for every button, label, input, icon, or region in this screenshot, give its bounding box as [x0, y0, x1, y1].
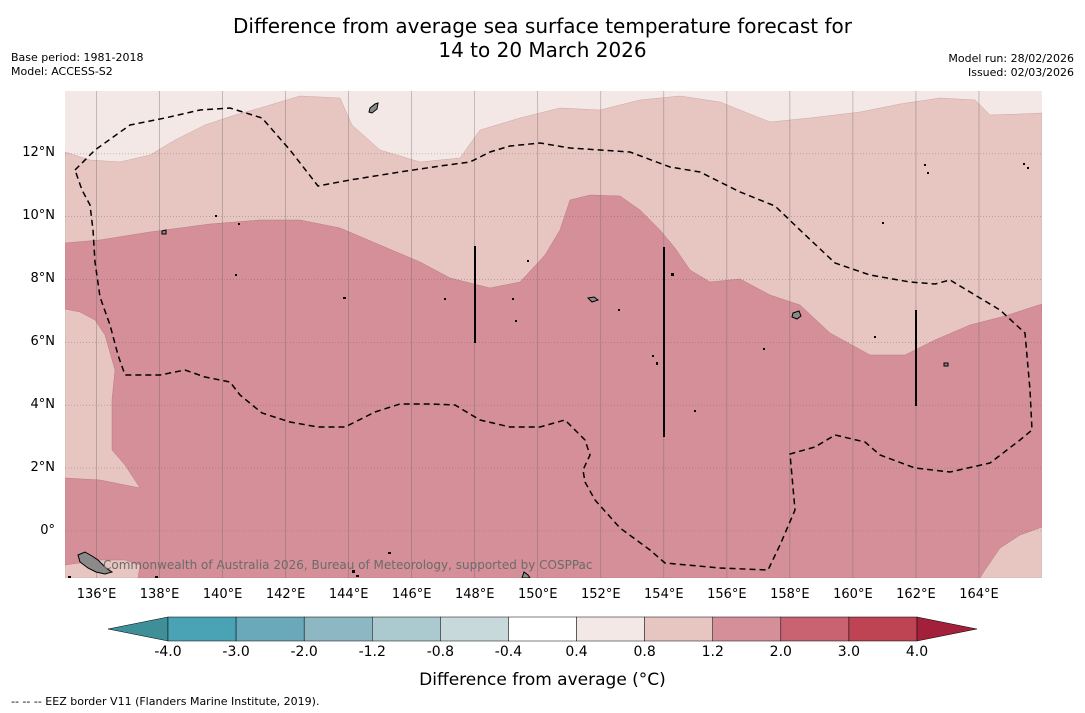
lon-label: 136°E: [76, 587, 117, 602]
colorbar-swatch: [508, 616, 577, 642]
lat-label: 0°: [40, 523, 55, 538]
lon-label: 146°E: [391, 587, 432, 602]
colorbar-swatch: [167, 616, 237, 642]
colorbar-swatch: [712, 616, 782, 642]
colorbar-tick: 4.0: [905, 644, 929, 660]
lon-label: 142°E: [265, 587, 306, 602]
colorbar-tick: -3.0: [222, 644, 250, 660]
lat-label: 2°N: [30, 460, 56, 475]
island-pohnpei: [791, 310, 802, 320]
colorbar-tick: -2.0: [290, 644, 318, 660]
colorbar-title: Difference from average (°C): [419, 670, 666, 690]
colorbar-tick: -4.0: [154, 644, 182, 660]
lon-label: 160°E: [833, 587, 873, 602]
model-name: Model: ACCESS-S2: [11, 65, 113, 78]
colorbar-extend-high: [916, 616, 978, 642]
copyright-notice: Commonwealth of Australia 2026, Bureau o…: [103, 558, 593, 572]
model-run-date: Model run: 28/02/2026: [948, 52, 1074, 65]
colorbar-tick: 0.4: [565, 644, 588, 660]
issued-date: Issued: 02/03/2026: [967, 66, 1074, 79]
island-yap: [161, 229, 167, 235]
graticule: [65, 91, 1042, 578]
colorbar-extend-low: [107, 616, 169, 642]
run-info: Model run: 28/02/2026 Issued: 02/03/2026: [948, 52, 1074, 80]
colorbar-tick: -0.8: [426, 644, 455, 660]
lon-label: 162°E: [896, 587, 936, 602]
lon-label: 152°E: [581, 587, 621, 602]
lat-label: 10°N: [22, 208, 55, 223]
colorbar-swatch: [303, 616, 373, 642]
lat-label: 6°N: [30, 334, 56, 349]
colorbar-tick: 2.0: [769, 644, 792, 660]
island-palau: [77, 551, 114, 575]
island-new-guinea-coast: [521, 571, 531, 578]
base-info: Base period: 1981-2018 Model: ACCESS-S2: [11, 51, 143, 79]
eez-footnote: -- -- -- EEZ border V11 (Flanders Marine…: [11, 695, 320, 708]
island-guam: [368, 102, 379, 114]
lon-label: 158°E: [770, 587, 810, 602]
lon-label: 148°E: [454, 587, 495, 602]
lon-label: 140°E: [202, 587, 243, 602]
band-1-2-to-2-0: [65, 194, 1042, 578]
colorbar-swatch: [576, 616, 645, 642]
colorbar-swatch: [644, 616, 713, 642]
colorbar-tick: 3.0: [837, 644, 861, 660]
island-kosrae: [943, 362, 949, 367]
lon-label: 154°E: [644, 587, 684, 602]
lat-label: 12°N: [22, 145, 55, 160]
lon-label: 164°E: [959, 587, 999, 602]
colorbar-tick: -0.4: [494, 644, 523, 660]
lon-label: 138°E: [139, 587, 180, 602]
colorbar-swatch: [372, 616, 441, 642]
islands: [77, 102, 949, 578]
colorbar-swatch: [440, 616, 509, 642]
lon-label: 144°E: [328, 587, 369, 602]
lon-label: 150°E: [517, 587, 558, 602]
colorbar-swatch: [235, 616, 305, 642]
lon-label: 156°E: [707, 587, 747, 602]
base-period: Base period: 1981-2018: [11, 51, 144, 64]
colorbar-tick: -1.2: [358, 644, 386, 660]
colorbar-swatch: [848, 616, 918, 642]
colorbar-tick: 0.8: [633, 644, 656, 660]
eez-border: [74, 107, 1033, 571]
marker-bars: [474, 246, 917, 437]
colorbar: [107, 616, 978, 642]
lat-label: 8°N: [30, 271, 56, 286]
title-line-1: Difference from average sea surface temp…: [232, 14, 852, 38]
island-chuuk: [586, 296, 600, 303]
atolls: [68, 163, 1029, 578]
lat-label: 4°N: [30, 397, 56, 412]
title-line-2: 14 to 20 March 2026: [438, 38, 647, 62]
colorbar-tick: 1.2: [701, 644, 724, 660]
colorbar-swatch: [780, 616, 850, 642]
